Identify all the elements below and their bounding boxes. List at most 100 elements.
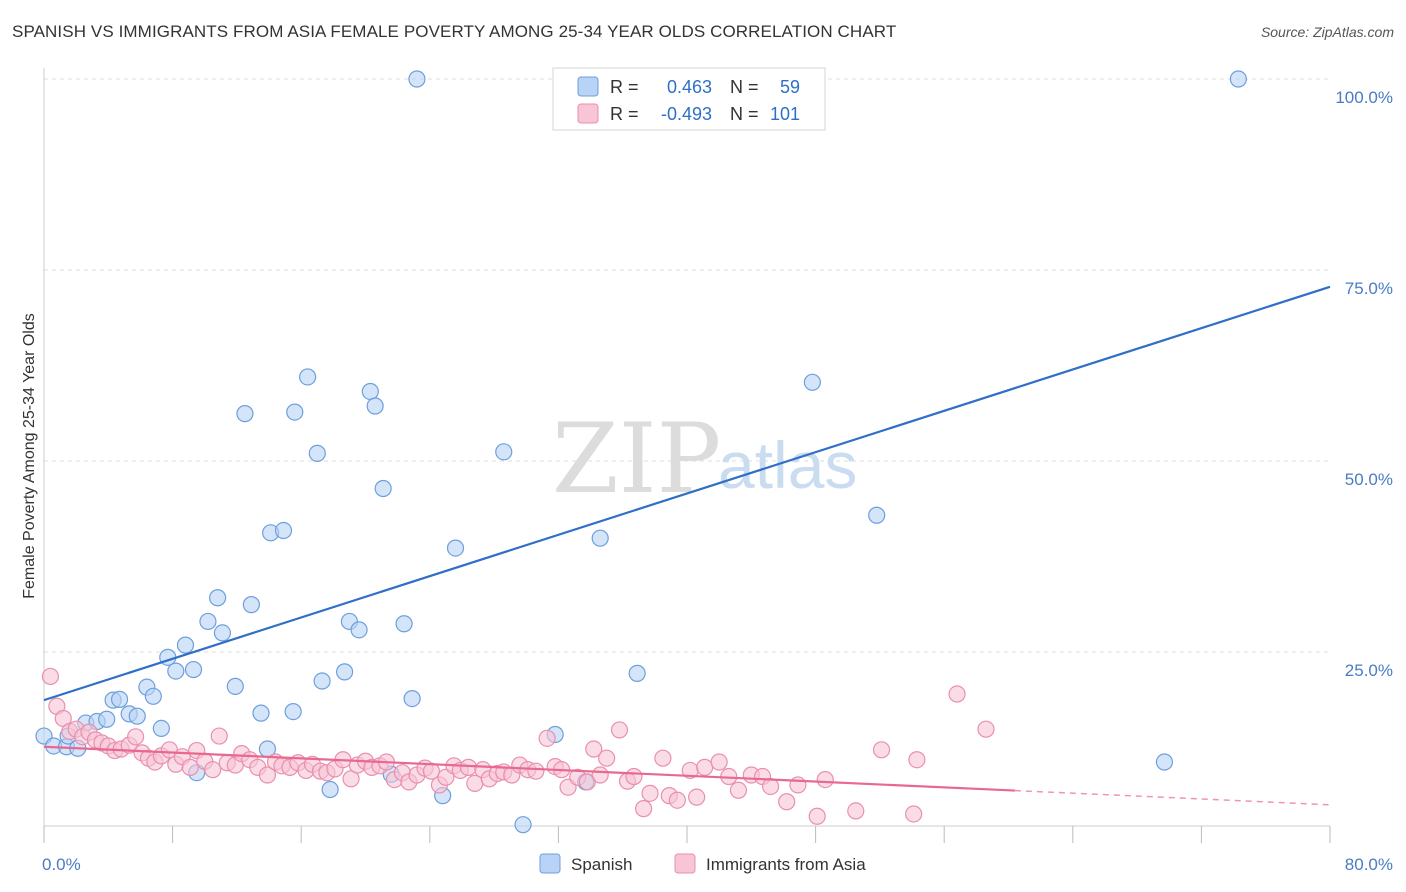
legend-r-label: R = [610, 77, 639, 97]
point-spanish [495, 443, 513, 461]
point-spanish [408, 70, 426, 88]
watermark-atlas: atlas [718, 428, 857, 502]
y-axis-title: Female Poverty Among 25-34 Year Olds [21, 313, 38, 599]
watermark: ZIP atlas [552, 403, 857, 515]
bottom-legend-asia: Immigrants from Asia [706, 855, 866, 874]
point-asia [977, 720, 995, 738]
point-asia [778, 793, 796, 811]
point-asia [258, 766, 277, 784]
bottom-legend: Spanish Immigrants from Asia [539, 853, 866, 874]
point-asia [598, 749, 616, 767]
point-asia [204, 761, 222, 779]
point-asia [668, 791, 686, 809]
trend-line-asia-extrapolated [1014, 789, 1331, 806]
legend-spanish-r: 0.463 [667, 77, 712, 97]
point-asia [538, 729, 556, 747]
x-tick-marks [43, 826, 1331, 843]
series-asia-points [41, 667, 995, 825]
point-asia [905, 805, 923, 823]
y-tick-label: 50.0% [1345, 470, 1393, 489]
y-tick-label: 75.0% [1345, 279, 1393, 298]
point-spanish [299, 368, 317, 386]
bottom-legend-swatch-asia [674, 853, 696, 874]
point-spanish [628, 664, 646, 682]
point-asia [641, 784, 659, 802]
point-spanish [274, 521, 293, 540]
point-spanish [242, 596, 260, 614]
watermark-zip: ZIP [552, 403, 721, 515]
point-spanish [152, 719, 170, 738]
point-spanish [803, 373, 821, 391]
point-spanish [252, 704, 270, 722]
point-spanish [236, 405, 254, 423]
point-asia [127, 728, 145, 746]
x-tick-label: 0.0% [42, 855, 81, 874]
chart-title: SPANISH VS IMMIGRANTS FROM ASIA FEMALE P… [12, 22, 897, 41]
point-asia [710, 753, 728, 771]
point-spanish [446, 539, 465, 557]
point-asia [847, 802, 865, 820]
point-asia [527, 762, 545, 780]
chart-source: Source: ZipAtlas.com [1260, 24, 1394, 40]
point-spanish [167, 662, 185, 680]
point-spanish [361, 382, 379, 401]
x-tick-label: 80.0% [1345, 855, 1393, 874]
y-tick-label: 25.0% [1345, 661, 1393, 680]
x-tick-labels: 0.0% 80.0% [42, 855, 1393, 874]
point-spanish [184, 660, 203, 679]
point-spanish [366, 397, 384, 415]
point-spanish [213, 624, 232, 642]
point-asia [610, 721, 629, 739]
legend-swatch-spanish [577, 76, 599, 97]
point-asia [688, 788, 706, 806]
point-asia [459, 758, 477, 776]
trend-line-spanish [43, 285, 1331, 702]
y-tick-label: 100.0% [1335, 88, 1393, 107]
point-spanish [1229, 70, 1247, 88]
point-asia [181, 758, 199, 776]
point-asia [634, 800, 653, 818]
point-spanish [209, 589, 227, 607]
point-spanish [98, 710, 116, 728]
point-spanish [313, 672, 331, 690]
trend-lines [43, 285, 1331, 806]
legend-spanish-n: 59 [780, 77, 800, 97]
point-asia [696, 758, 714, 776]
point-spanish [176, 636, 195, 654]
legend-asia-r: -0.493 [661, 104, 712, 124]
point-asia [625, 767, 643, 786]
point-spanish [128, 707, 146, 725]
point-asia [729, 781, 748, 799]
legend-swatch-asia [577, 103, 599, 124]
point-asia [342, 770, 360, 788]
point-asia [789, 776, 807, 794]
point-spanish [110, 690, 129, 708]
point-spanish [321, 780, 339, 799]
stats-legend: R = 0.463 N = 59 R = -0.493 N = 101 [552, 67, 826, 131]
point-asia [41, 667, 60, 686]
point-spanish [336, 663, 354, 681]
point-asia [654, 749, 672, 767]
point-spanish [284, 702, 302, 721]
point-asia [908, 751, 926, 769]
bottom-legend-swatch-spanish [539, 853, 561, 874]
gridlines [44, 78, 1330, 653]
point-spanish [403, 690, 421, 708]
point-asia [948, 685, 966, 703]
legend-n-label: N = [730, 77, 759, 97]
legend-r-label: R = [610, 104, 639, 124]
point-spanish [226, 677, 244, 695]
point-asia [210, 727, 228, 745]
point-spanish [374, 479, 392, 498]
point-spanish [868, 506, 886, 524]
legend-n-label: N = [730, 104, 759, 124]
point-spanish [308, 444, 326, 462]
point-asia [816, 770, 834, 789]
point-spanish [199, 612, 217, 631]
point-spanish [144, 687, 162, 705]
point-spanish [395, 615, 413, 633]
point-asia [808, 807, 826, 825]
trend-line-asia [43, 745, 1015, 792]
point-spanish [286, 403, 304, 421]
bottom-legend-spanish: Spanish [571, 855, 632, 874]
